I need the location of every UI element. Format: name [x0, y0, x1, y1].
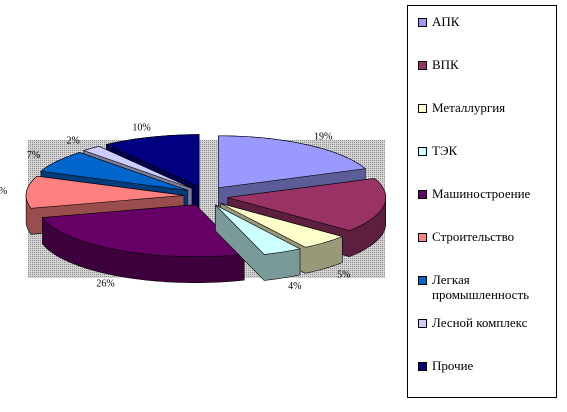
legend-item: Легкая промышленность	[418, 272, 556, 315]
pie-slice	[218, 135, 367, 189]
data-label: 4%	[288, 281, 301, 292]
legend-label: ТЭК	[432, 143, 458, 158]
legend-item: Лесной комплекс	[418, 315, 556, 358]
legend: АПК ВПК Металлургия ТЭК Машиностроение Строит…	[407, 5, 557, 398]
data-label: 5%	[337, 270, 350, 281]
legend-swatch	[418, 276, 427, 285]
legend-label: Металлургия	[432, 100, 506, 115]
data-label: 26%	[96, 279, 114, 290]
legend-label: АПК	[432, 14, 460, 29]
legend-label: Лесной комплекс	[432, 315, 528, 330]
chart: 10%19%2%7%10%17%5%26%4%	[0, 123, 386, 292]
legend-swatch	[418, 61, 427, 70]
pie-slice	[105, 134, 200, 188]
data-label: 19%	[314, 131, 332, 142]
legend-swatch	[418, 190, 427, 199]
legend-item: ВПК	[418, 57, 556, 100]
pie-slice	[220, 203, 344, 248]
pie-slice	[41, 204, 245, 257]
pie-slice	[227, 178, 386, 232]
pie-slice	[215, 204, 301, 255]
legend-item: Металлургия	[418, 100, 556, 143]
legend-swatch	[418, 104, 427, 113]
legend-item: Строительство	[418, 229, 556, 272]
legend-item: АПК	[418, 14, 556, 57]
legend-item: Прочие	[418, 358, 556, 401]
data-label: 10%	[0, 186, 7, 197]
legend-swatch	[418, 147, 427, 156]
legend-label: Строительство	[432, 229, 515, 244]
pie-slice	[82, 145, 193, 189]
legend-label: ВПК	[432, 57, 459, 72]
pie-slice-side	[220, 203, 343, 274]
legend-swatch	[418, 362, 427, 371]
legend-swatch	[418, 233, 427, 242]
pie-slice	[40, 152, 188, 191]
legend-swatch	[418, 18, 427, 27]
legend-swatch	[418, 319, 427, 328]
legend-item: ТЭК	[418, 143, 556, 186]
data-label: 2%	[66, 135, 79, 146]
legend-item: Машиностроение	[418, 186, 556, 229]
legend-label: Легкая промышленность	[432, 272, 530, 302]
pie-slice	[25, 175, 185, 209]
data-label: 10%	[132, 123, 150, 134]
legend-label: Прочие	[432, 358, 474, 373]
legend-label: Машиностроение	[432, 186, 531, 201]
data-label: 7%	[27, 150, 40, 161]
